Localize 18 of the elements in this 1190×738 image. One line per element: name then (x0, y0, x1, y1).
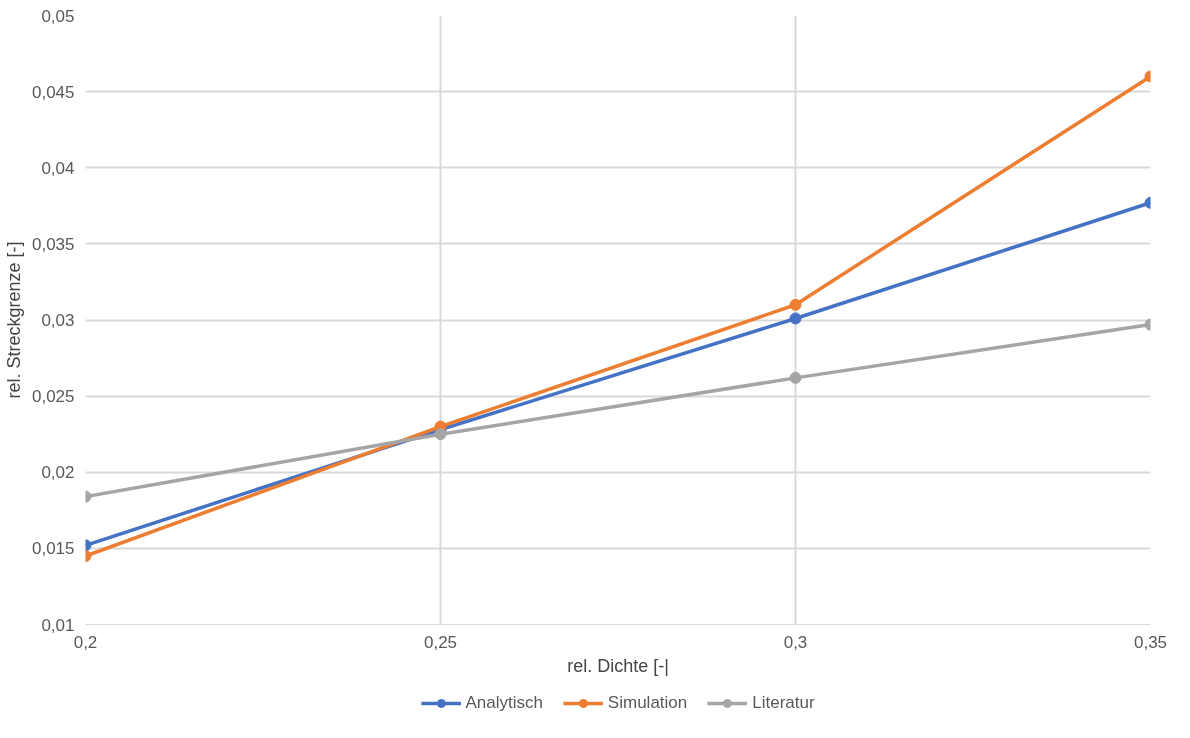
y-tick-label: 0,03 (41, 311, 75, 330)
y-tick-label: 0,04 (41, 158, 75, 178)
y-tick-label: 0,01 (41, 615, 75, 635)
x-tick-label: 0,25 (423, 632, 458, 652)
x-tick-label: 0,35 (1133, 632, 1168, 652)
y-axis-title: rel. Streckgrenze [-] (3, 241, 24, 399)
y-tick-label: 0,025 (31, 387, 75, 407)
y-tick-label: 0,045 (31, 82, 75, 102)
x-axis-title: rel. Dichte [-| (567, 655, 669, 676)
x-tick-label: 0,3 (783, 632, 808, 652)
y-tick-label: 0,05 (41, 6, 75, 26)
y-tick-label: 0,035 (31, 234, 75, 254)
legend-label: Literatur (752, 693, 815, 713)
x-tick-label: 0,2 (73, 632, 98, 652)
legend-label: Analytisch (465, 693, 543, 713)
y-tick-label: 0,02 (41, 463, 75, 483)
legend-label: Simulation (607, 693, 688, 713)
y-tick-label: 0,015 (31, 539, 75, 559)
